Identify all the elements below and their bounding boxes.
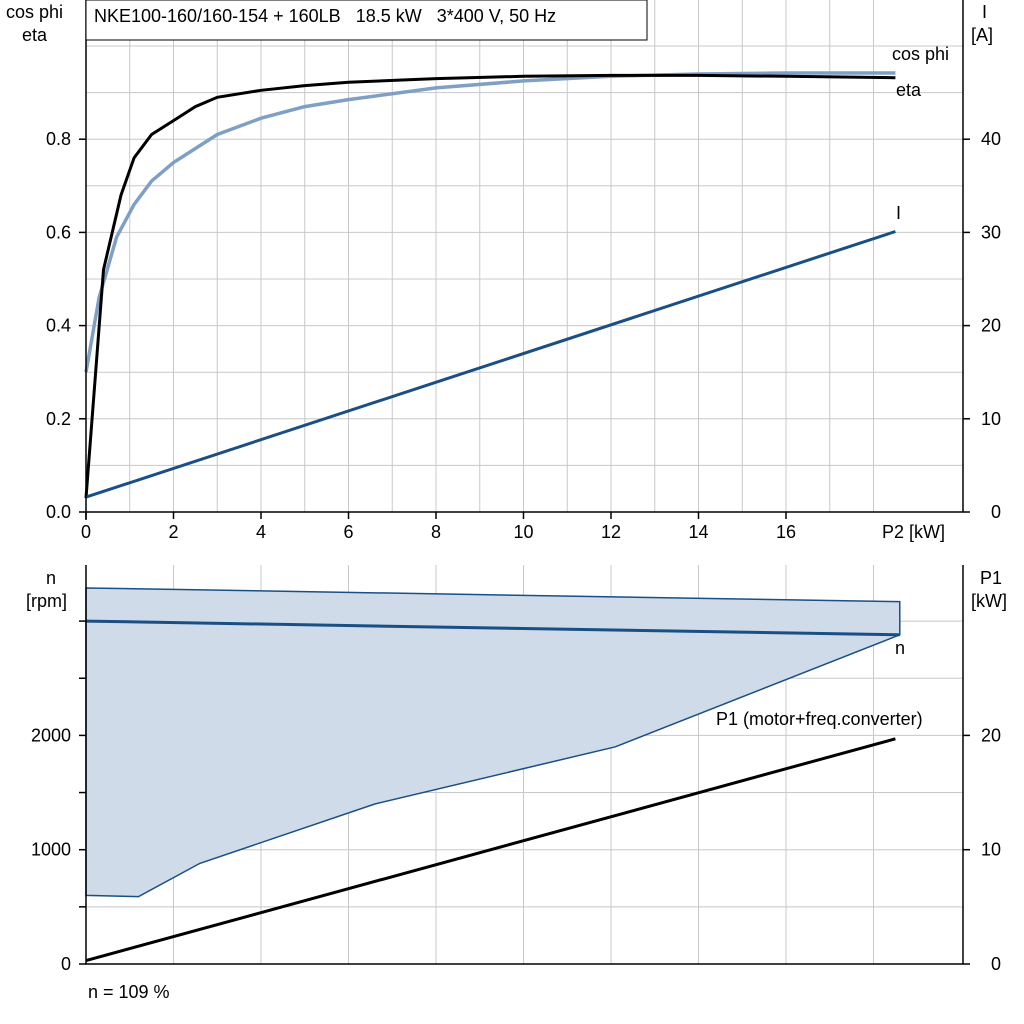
right-axis-title-kw-unit: [kW] bbox=[971, 591, 1007, 611]
left-y-tick-label: 0.4 bbox=[46, 316, 71, 336]
right-y-tick-label: 40 bbox=[981, 129, 1001, 149]
p1-line bbox=[85, 737, 896, 963]
right-axis-title-i: I bbox=[982, 2, 987, 22]
x-tick-label: 0 bbox=[81, 522, 91, 542]
speed-percentage-note: n = 109 % bbox=[88, 982, 170, 1002]
cos-phi-label: cos phi bbox=[892, 44, 949, 64]
left-y-tick-label: 0.0 bbox=[46, 502, 71, 522]
p1-label: P1 (motor+freq.converter) bbox=[716, 709, 923, 729]
x-tick-label: 6 bbox=[343, 522, 353, 542]
left-y-tick-label: 0 bbox=[61, 954, 71, 974]
left-y-tick-label: 1000 bbox=[31, 840, 71, 860]
right-y-tick-label: 10 bbox=[981, 409, 1001, 429]
x-tick-label: 14 bbox=[688, 522, 708, 542]
top-chart-grid bbox=[86, 0, 963, 512]
left-y-tick-label: 0.8 bbox=[46, 129, 71, 149]
eta-label: eta bbox=[896, 80, 922, 100]
current-label: I bbox=[896, 203, 901, 223]
left-y-tick-label: 2000 bbox=[31, 725, 71, 745]
right-axis-title-ampere-unit: [A] bbox=[971, 25, 993, 45]
bottom-chart-series bbox=[85, 587, 901, 963]
left-axis-title-rpm-unit: [rpm] bbox=[26, 591, 67, 611]
left-y-tick-label: 0.6 bbox=[46, 222, 71, 242]
right-y-tick-label: 10 bbox=[981, 840, 1001, 860]
x-tick-label: 10 bbox=[513, 522, 533, 542]
chart-title: NKE100-160/160-154 + 160LB 18.5 kW 3*400… bbox=[94, 6, 556, 26]
speed-range-band bbox=[85, 587, 901, 898]
left-axis-title-cos-phi: cos phi bbox=[6, 2, 63, 22]
top-chart-series bbox=[84, 71, 896, 499]
right-axis-title-p1: P1 bbox=[980, 568, 1002, 588]
right-y-tick-label: 20 bbox=[981, 725, 1001, 745]
x-tick-label: 12 bbox=[601, 522, 621, 542]
speed-line bbox=[85, 619, 900, 637]
x-tick-label: 2 bbox=[168, 522, 178, 542]
speed-label: n bbox=[895, 638, 905, 658]
bottom-chart-ticks: 0 1000 2000 0 10 20 bbox=[31, 620, 1001, 974]
x-tick-label: 8 bbox=[431, 522, 441, 542]
right-y-tick-label: 30 bbox=[981, 222, 1001, 242]
chart-title-box bbox=[85, 0, 648, 41]
bottom-chart-axes bbox=[85, 565, 964, 965]
left-axis-title-eta: eta bbox=[22, 25, 48, 45]
right-y-tick-label: 0 bbox=[991, 502, 1001, 522]
x-axis-title: P2 [kW] bbox=[882, 522, 945, 542]
left-axis-title-n: n bbox=[46, 568, 56, 588]
left-y-tick-label: 0.2 bbox=[46, 409, 71, 429]
x-tick-label: 16 bbox=[776, 522, 796, 542]
right-y-tick-label: 20 bbox=[981, 316, 1001, 336]
right-y-tick-label: 0 bbox=[991, 954, 1001, 974]
eta-line bbox=[84, 73, 896, 499]
cos-phi-line bbox=[84, 71, 896, 373]
x-tick-label: 4 bbox=[256, 522, 266, 542]
current-line bbox=[85, 230, 896, 499]
top-chart-ticks: 0 2 4 6 8 10 12 14 16 0.0 0.2 0.4 0.6 0.8 0 10 20 30 40 bbox=[46, 129, 1001, 542]
